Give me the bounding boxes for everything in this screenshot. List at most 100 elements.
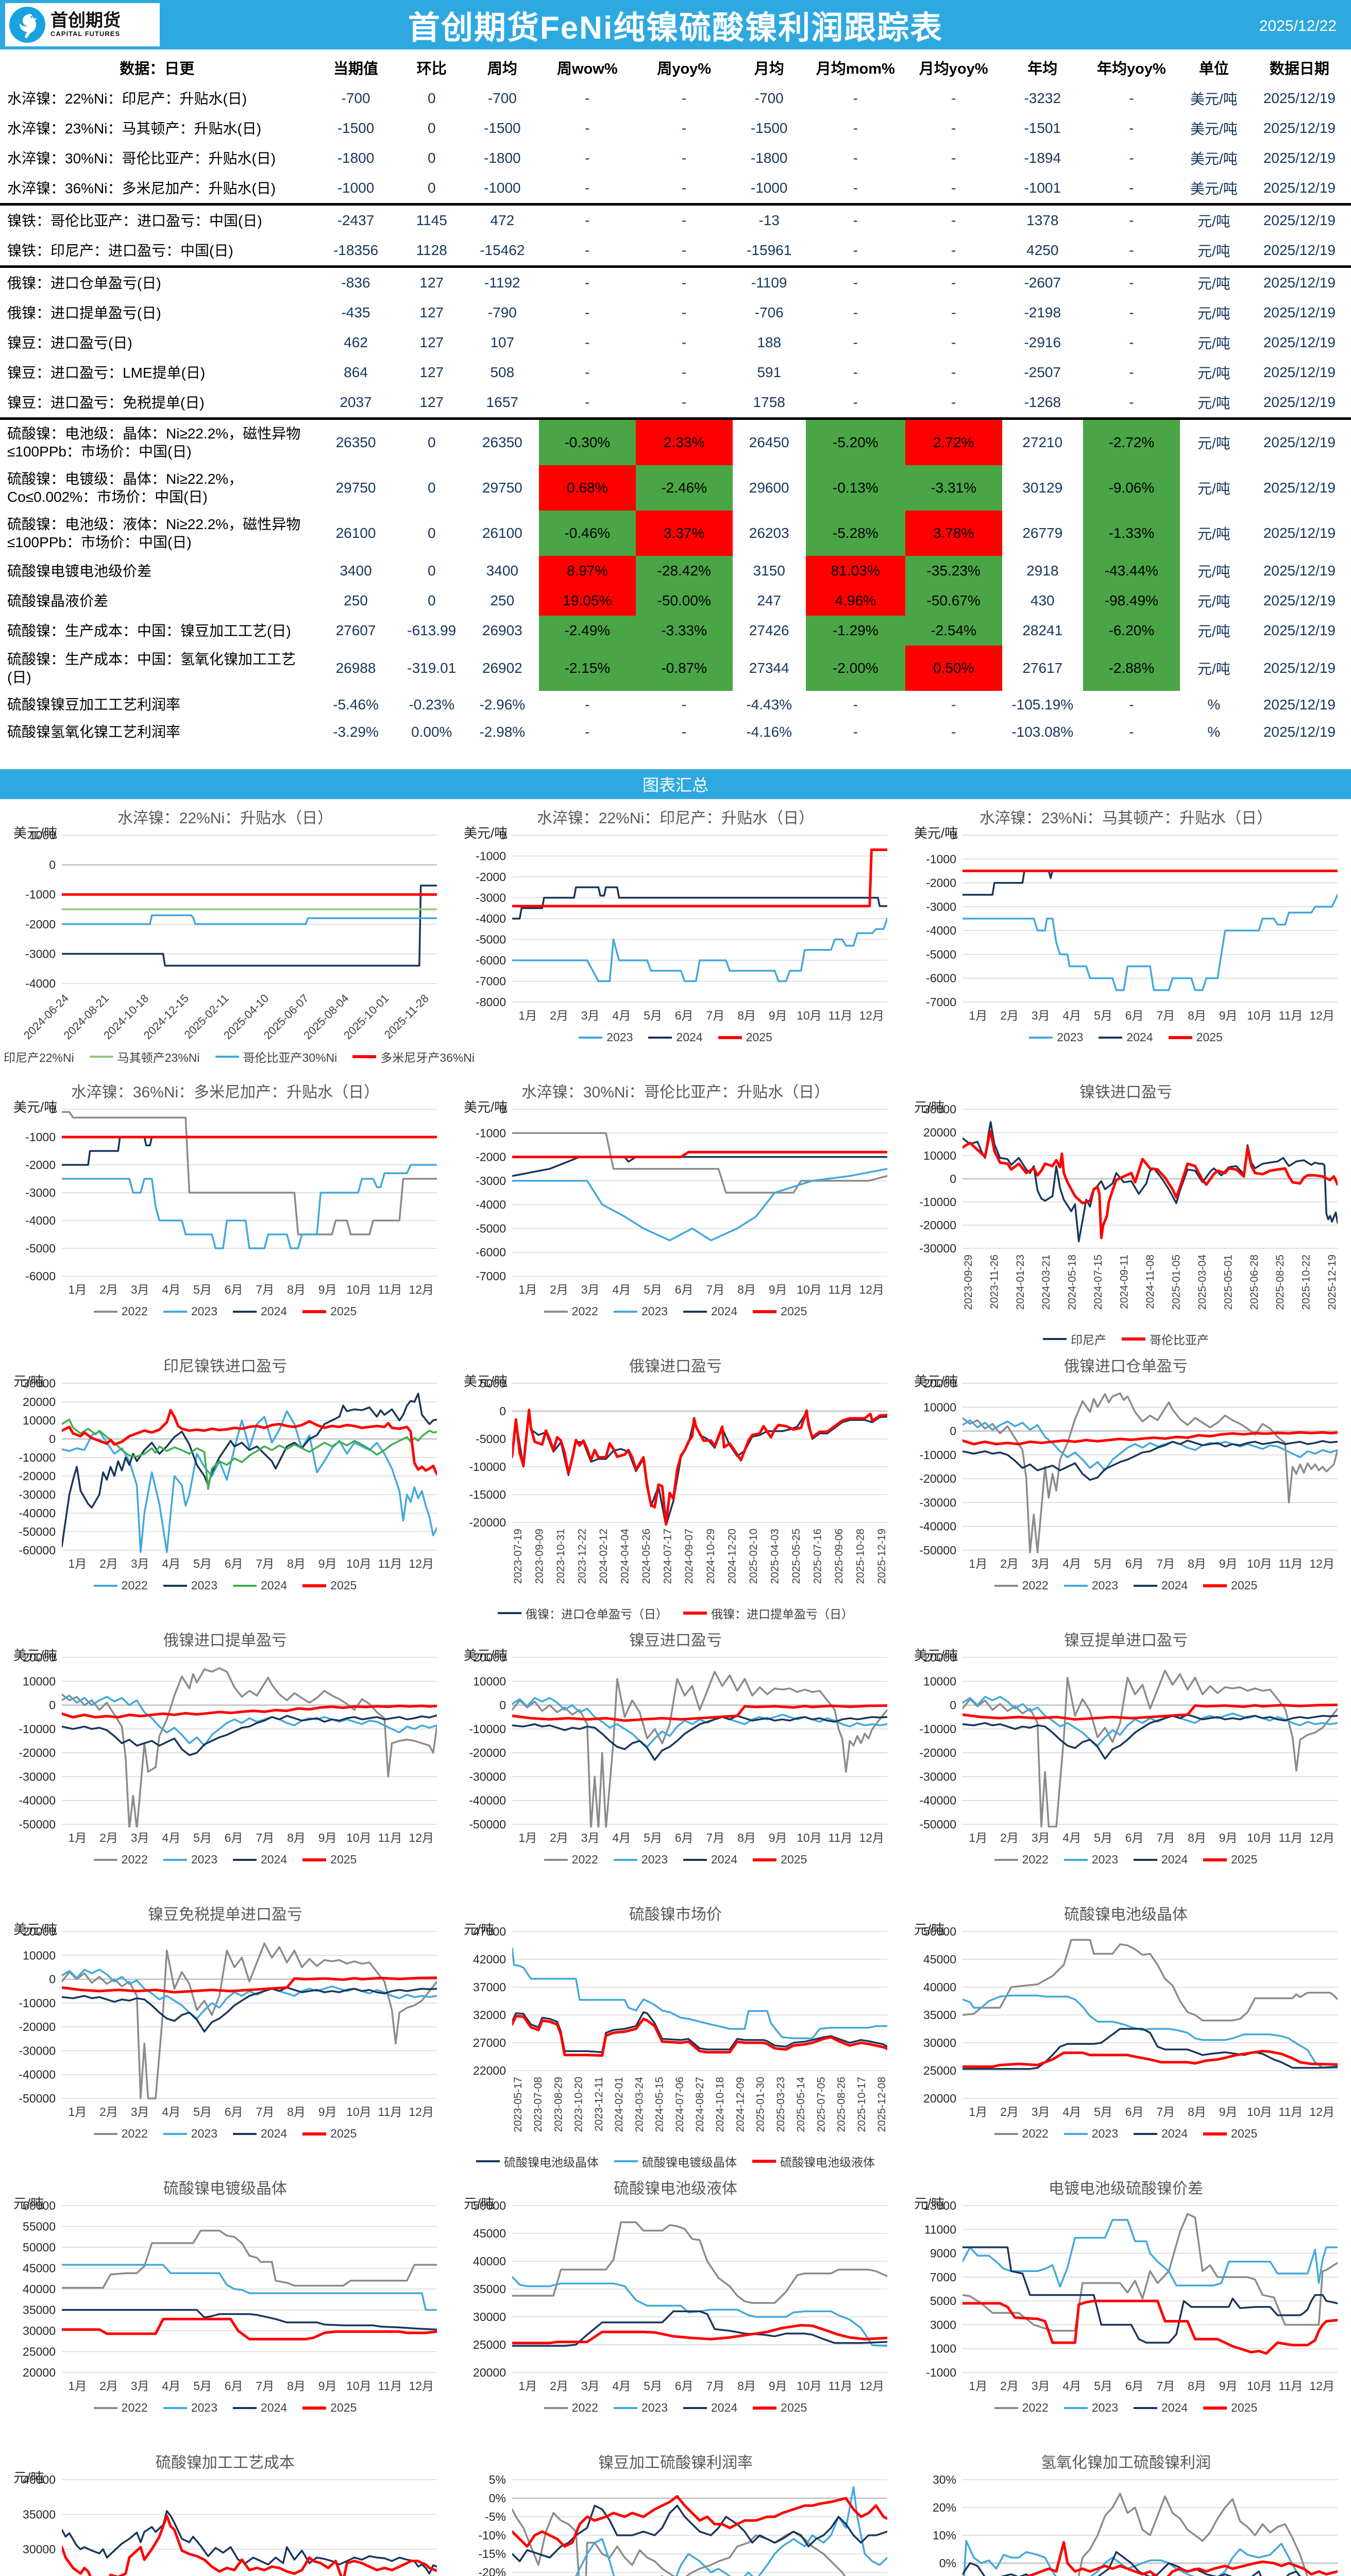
svg-text:4月: 4月 bbox=[612, 1831, 631, 1844]
legend-item: 2022 bbox=[93, 2401, 148, 2415]
svg-text:2024-02-12: 2024-02-12 bbox=[598, 1529, 610, 1584]
row-cell: - bbox=[585, 364, 590, 380]
chart-plot: 50000 45000 40000 35000 30000 25000 20000 1月 2月 3… bbox=[473, 2199, 887, 2393]
svg-text:-20000: -20000 bbox=[919, 1218, 956, 1232]
svg-text:3月: 3月 bbox=[1032, 2379, 1050, 2393]
row-cell: 0 bbox=[427, 120, 436, 136]
svg-text:3月: 3月 bbox=[581, 2379, 600, 2393]
row-cell: -0.87% bbox=[635, 646, 733, 691]
chart-4: 水淬镍：36%Ni：多米尼加产：升贴水（日） 美元/吨 0 -1000 -2000 -30… bbox=[0, 1073, 450, 1347]
chart-plot: 0 -1000 -2000 -3000 -4000 -5000 -6000 1月 2月 3月 4月 5… bbox=[25, 1103, 437, 1296]
svg-text:1月: 1月 bbox=[969, 2105, 987, 2119]
chart-title: 印尼镍铁进口盈亏 bbox=[163, 1358, 287, 1375]
chart-16: 硫酸镍电镀级晶体 元/吨 60000 55000 50000 45000 40000 3500… bbox=[0, 2170, 450, 2444]
legend-swatch bbox=[215, 1056, 239, 1058]
chart-unit-label: 美元/吨 bbox=[464, 1648, 508, 1663]
legend-item: 2024 bbox=[683, 1853, 737, 1867]
row-label: 镍豆：进口盈亏：LME提单(日) bbox=[7, 364, 206, 381]
svg-text:5000: 5000 bbox=[930, 2294, 956, 2308]
svg-text:4月: 4月 bbox=[162, 1283, 180, 1296]
legend-item: 硫酸镍电池级晶体 bbox=[476, 2153, 599, 2170]
svg-text:30000: 30000 bbox=[23, 2324, 56, 2337]
svg-text:-30000: -30000 bbox=[469, 1770, 506, 1783]
row-cell: - bbox=[585, 334, 590, 350]
row-cell: -43.44% bbox=[1083, 556, 1180, 586]
svg-text:11月: 11月 bbox=[829, 2379, 853, 2393]
legend-item: 2024 bbox=[683, 1304, 737, 1318]
row-cell: 26350 bbox=[335, 434, 376, 450]
chart-unit-label: 美元/吨 bbox=[464, 1099, 508, 1115]
row-cell: 0.50% bbox=[905, 646, 1002, 691]
chart-unit-label: 元/吨 bbox=[914, 1099, 945, 1115]
svg-text:-30000: -30000 bbox=[919, 1496, 956, 1509]
row-cell: 元/吨 bbox=[1197, 213, 1230, 229]
svg-text:10月: 10月 bbox=[1247, 2105, 1272, 2119]
row-cell: - bbox=[853, 275, 858, 291]
chart-legend: 硫酸镍电池级晶体 硫酸镍电镀级晶体 硫酸镍电池级液体 bbox=[454, 2153, 897, 2170]
legend-item: 2022 bbox=[544, 2401, 598, 2415]
svg-text:2024-04-04: 2024-04-04 bbox=[619, 1529, 631, 1584]
svg-text:2023-10-31: 2023-10-31 bbox=[555, 1529, 567, 1584]
row-cell: 2025/12/19 bbox=[1263, 480, 1336, 496]
row-cell: -50.67% bbox=[905, 586, 1002, 616]
svg-text:-20000: -20000 bbox=[469, 1746, 506, 1759]
svg-text:-2000: -2000 bbox=[25, 918, 56, 931]
svg-text:5月: 5月 bbox=[644, 2379, 662, 2393]
col-header-12: 数据日期 bbox=[1269, 61, 1329, 77]
legend-swatch bbox=[544, 1858, 568, 1861]
row-cell: 2025/12/19 bbox=[1263, 563, 1336, 579]
chart-title: 俄镍进口仓单盈亏 bbox=[1064, 1358, 1188, 1375]
chart-10: 俄镍进口提单盈亏 美元/吨 20000 10000 0 -10000 -20000 -3000… bbox=[0, 1621, 450, 1895]
svg-text:-2000: -2000 bbox=[25, 1158, 56, 1172]
row-cell: - bbox=[585, 696, 590, 713]
table-row: 硫酸镍：生产成本：中国：镍豆加工工艺(日) 27607 -613.99 26903 -2… bbox=[0, 616, 1351, 646]
row-cell: 2025/12/19 bbox=[1263, 434, 1336, 450]
svg-text:4月: 4月 bbox=[1062, 1009, 1081, 1022]
legend-swatch bbox=[1203, 1584, 1227, 1587]
svg-text:-10%: -10% bbox=[478, 2529, 506, 2542]
row-cell: 3400 bbox=[486, 563, 518, 579]
row-cell: 2025/12/19 bbox=[1263, 90, 1336, 106]
svg-text:0: 0 bbox=[499, 828, 506, 842]
col-header-4: 周wow% bbox=[557, 61, 618, 77]
row-cell: 1128 bbox=[397, 235, 466, 268]
row-cell: -1500 bbox=[750, 120, 788, 136]
row-label: 硫酸镍：生产成本：中国：镍豆加工工艺(日) bbox=[7, 622, 291, 639]
legend-item: 2023 bbox=[163, 1304, 217, 1318]
row-cell: - bbox=[585, 304, 590, 320]
legend-label: 2023 bbox=[1091, 2401, 1118, 2414]
legend-item: 2023 bbox=[613, 1853, 668, 1867]
legend-swatch bbox=[1134, 2132, 1157, 2135]
svg-text:9月: 9月 bbox=[769, 1283, 787, 1296]
chart-title: 氢氧化镍加工硫酸镍利润 bbox=[1041, 2454, 1211, 2471]
svg-text:10月: 10月 bbox=[346, 2105, 371, 2119]
chart-title: 水淬镍：22%Ni：升贴水（日） bbox=[117, 810, 333, 827]
svg-text:20000: 20000 bbox=[923, 1126, 956, 1139]
svg-text:2024-01-23: 2024-01-23 bbox=[1015, 1255, 1026, 1310]
row-cell: 2025/12/19 bbox=[1263, 120, 1336, 136]
svg-text:4月: 4月 bbox=[1062, 1557, 1081, 1570]
svg-text:6月: 6月 bbox=[225, 2105, 243, 2119]
svg-text:3月: 3月 bbox=[131, 2379, 149, 2393]
table-row: 水淬镍：22%Ni：印尼产：升贴水(日) -700 0 -700 - - -700 - - -32… bbox=[0, 83, 1351, 113]
svg-text:2023-09-09: 2023-09-09 bbox=[533, 1529, 545, 1584]
svg-text:11月: 11月 bbox=[378, 1283, 402, 1296]
svg-text:-50000: -50000 bbox=[19, 2092, 56, 2105]
row-label: 硫酸镍：生产成本：中国：氢氧化镍加工工艺(日) bbox=[7, 651, 296, 685]
row-cell: -0.23% bbox=[409, 696, 455, 713]
table-row: 硫酸镍：电池级：晶体：Ni≥22.2%，磁性异物≤100PPb：市场价：中国(日… bbox=[0, 418, 1351, 465]
svg-text:7月: 7月 bbox=[1156, 1009, 1175, 1022]
table-row: 硫酸镍：生产成本：中国：氢氧化镍加工工艺(日) 26988 -319.01 26902… bbox=[0, 646, 1351, 691]
svg-text:6月: 6月 bbox=[225, 1283, 243, 1296]
row-cell: 2025/12/19 bbox=[1263, 364, 1336, 380]
chart-unit-label: 美元/吨 bbox=[464, 825, 508, 841]
svg-text:5月: 5月 bbox=[1094, 2379, 1112, 2393]
legend-label: 2023 bbox=[1091, 1579, 1118, 1592]
svg-text:4月: 4月 bbox=[612, 2379, 631, 2393]
svg-text:4月: 4月 bbox=[1062, 2379, 1081, 2393]
svg-text:-5000: -5000 bbox=[25, 1242, 56, 1255]
svg-text:6月: 6月 bbox=[675, 2379, 694, 2393]
svg-text:-1000: -1000 bbox=[476, 1126, 506, 1140]
svg-text:9月: 9月 bbox=[1219, 2379, 1238, 2393]
legend-item: 2025 bbox=[718, 1030, 772, 1044]
